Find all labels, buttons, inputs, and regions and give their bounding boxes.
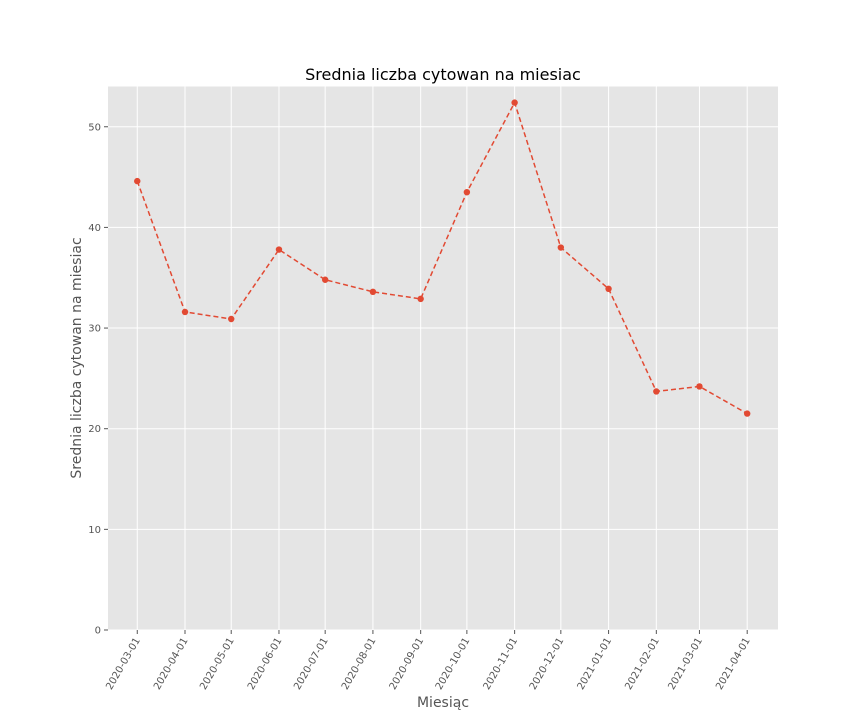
- plot-area: [108, 86, 778, 630]
- data-point-12: [696, 383, 703, 390]
- y-axis-ticks: 0 10 20 30 40 50: [88, 122, 108, 637]
- data-point-3: [275, 246, 283, 253]
- data-point-6: [417, 295, 424, 303]
- x-axis-label: Miesiąc: [417, 695, 469, 711]
- x-tick-label-2: 2020-05-01: [198, 636, 237, 692]
- x-tick-label-8: 2020-11-01: [482, 636, 521, 692]
- x-tick-label-4: 2020-07-01: [292, 636, 331, 692]
- x-tick-label-0: 2020-03-01: [104, 636, 143, 692]
- data-point-7: [463, 188, 471, 196]
- y-tick-label-0: 0: [95, 626, 101, 637]
- data-point-10: [605, 285, 612, 293]
- data-point-4: [321, 276, 329, 283]
- data-point-9: [557, 244, 565, 251]
- data-point-13: [743, 410, 751, 417]
- x-tick-label-11: 2021-02-01: [623, 636, 662, 692]
- y-tick-label-1: 10: [88, 525, 101, 536]
- y-tick-label-4: 40: [88, 223, 101, 234]
- series-line: [136, 100, 748, 415]
- x-tick-label-12: 2021-03-01: [666, 636, 705, 692]
- y-axis-label: Srednia liczba cytowan na miesiac: [69, 237, 85, 478]
- chart-title: Srednia liczba cytowan na miesiac: [305, 65, 581, 84]
- y-tick-label-5: 50: [88, 122, 101, 133]
- data-point-1: [181, 308, 189, 316]
- y-tick-label-2: 20: [88, 424, 101, 435]
- x-tick-label-13: 2021-04-01: [714, 636, 753, 692]
- x-gridlines: [136, 86, 748, 630]
- data-points: [134, 99, 751, 417]
- data-point-5: [369, 288, 377, 296]
- data-point-11: [653, 388, 660, 395]
- y-tick-label-3: 30: [88, 324, 101, 335]
- x-tick-label-10: 2021-01-01: [576, 636, 615, 692]
- x-tick-label-7: 2020-10-01: [434, 636, 473, 692]
- x-tick-label-1: 2020-04-01: [152, 636, 191, 692]
- x-tick-label-3: 2020-06-01: [246, 636, 285, 692]
- x-tick-label-9: 2020-12-01: [528, 636, 567, 692]
- x-tick-label-6: 2020-09-01: [388, 636, 427, 692]
- x-tick-label-5: 2020-08-01: [340, 636, 379, 692]
- data-point-2: [228, 315, 235, 323]
- data-point-8: [511, 99, 518, 106]
- x-axis-ticks: 2020-03-01 2020-04-01 2020-05-01 2020-06-01…: [104, 630, 753, 692]
- data-point-0: [134, 177, 141, 185]
- y-gridlines: [108, 126, 778, 631]
